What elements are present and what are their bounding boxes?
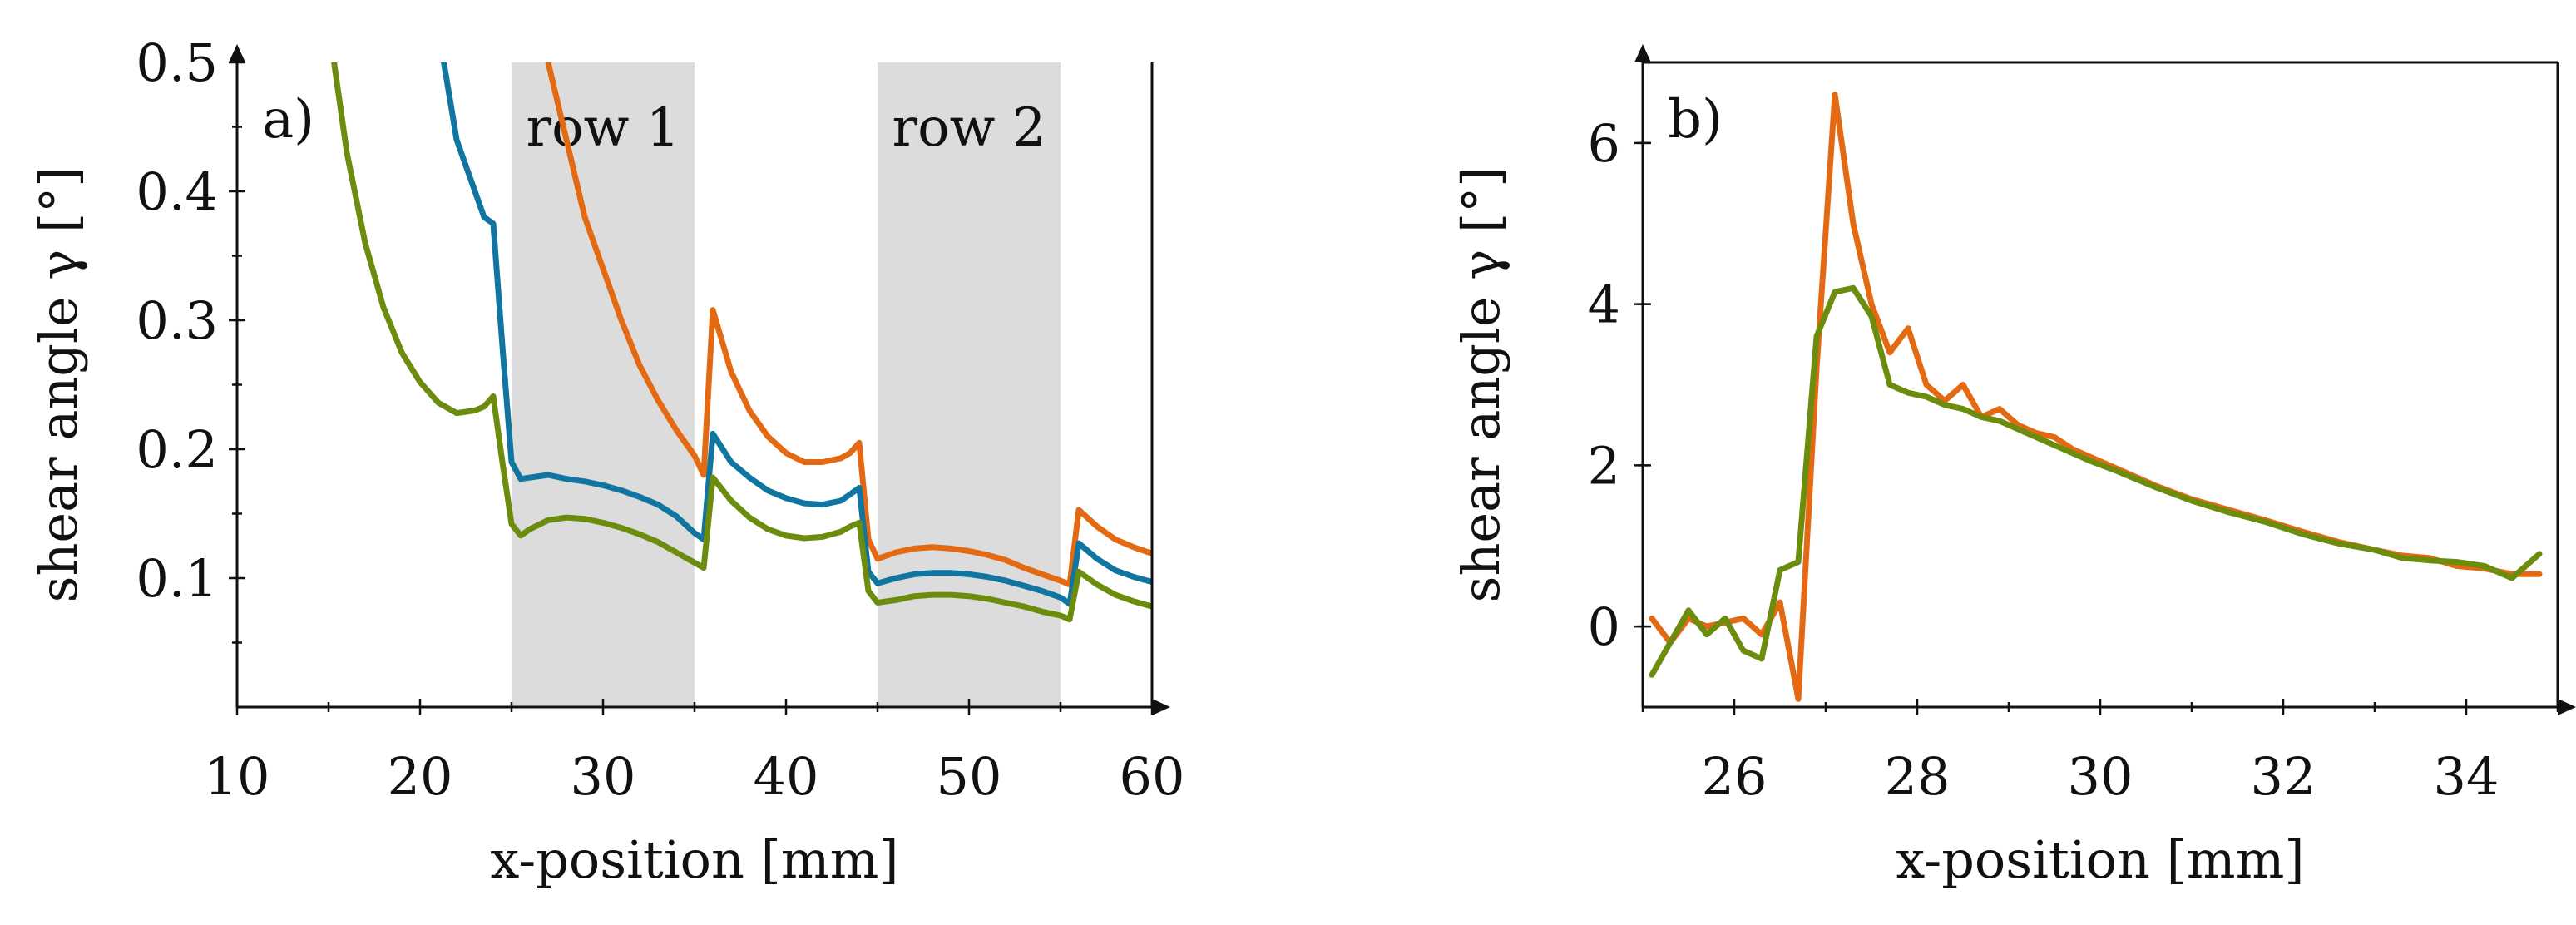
panel-b-line-chart: 26 28 30 32 34 0 2 4 6 x-position [mm] shear angle… bbox=[1451, 44, 2576, 890]
x-tick-label: 50 bbox=[937, 746, 1002, 807]
band-2-label: row 2 bbox=[892, 97, 1046, 159]
y-tick-label: 0.1 bbox=[136, 548, 218, 609]
x-tick-label: 60 bbox=[1120, 746, 1185, 807]
x-tick-label: 40 bbox=[754, 746, 819, 807]
y-tick-label: 0.4 bbox=[136, 161, 218, 222]
y-axis-arrow bbox=[229, 44, 245, 62]
y-tick-label: 0.2 bbox=[136, 419, 218, 480]
x-tick-label: 30 bbox=[571, 746, 636, 807]
series-blue-line bbox=[441, 62, 1152, 607]
series-green-line bbox=[331, 62, 1152, 623]
series-orange-line bbox=[545, 62, 1152, 588]
band-1-shade bbox=[512, 62, 695, 707]
y-tick-label: 2 bbox=[1588, 435, 1620, 496]
x-axis-title: x-position [mm] bbox=[490, 829, 898, 890]
x-tick-label: 30 bbox=[2068, 746, 2133, 807]
y-tick-label: 4 bbox=[1588, 275, 1620, 335]
x-tick-label: 10 bbox=[205, 746, 270, 807]
y-axis-title: shear angle γ [°] bbox=[1451, 167, 1511, 603]
panel-label: b) bbox=[1668, 89, 1723, 151]
panel-a-line-chart: row 1 row 2 10 20 30 40 50 60 0.1 0.2 0.3 0.4 0.5 x-p… bbox=[28, 32, 1184, 890]
x-axis-arrow bbox=[1152, 699, 1170, 715]
y-tick-label: 6 bbox=[1588, 113, 1620, 174]
x-axis-arrow bbox=[2558, 699, 2576, 715]
y-tick-label: 0.3 bbox=[136, 290, 218, 351]
x-tick-label: 20 bbox=[388, 746, 453, 807]
y-tick-label: 0 bbox=[1588, 596, 1620, 657]
panel-label: a) bbox=[262, 89, 314, 151]
series-green-line bbox=[1649, 284, 2543, 678]
y-axis-arrow bbox=[1634, 44, 1651, 62]
panel-a-series bbox=[331, 62, 1152, 623]
y-axis-title: shear angle γ [°] bbox=[28, 167, 89, 603]
x-tick-label: 32 bbox=[2251, 746, 2316, 807]
band-1-label: row 1 bbox=[527, 97, 680, 159]
x-tick-label: 26 bbox=[1702, 746, 1768, 807]
series-orange-line bbox=[1649, 92, 2543, 702]
panel-b-series bbox=[1649, 92, 2543, 702]
x-tick-label: 28 bbox=[1885, 746, 1951, 807]
x-tick-label: 34 bbox=[2434, 746, 2499, 807]
x-axis-title: x-position [mm] bbox=[1896, 829, 2304, 890]
y-tick-label: 0.5 bbox=[136, 32, 218, 93]
